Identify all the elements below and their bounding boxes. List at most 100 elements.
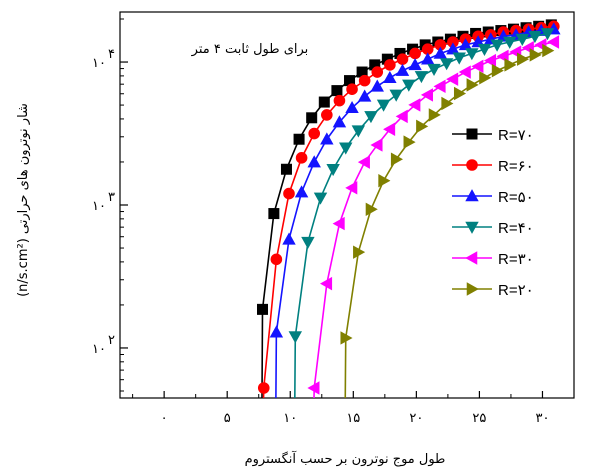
y-tick-label: ۱۰ [92, 199, 106, 214]
data-point [318, 96, 330, 108]
data-point [345, 181, 358, 195]
data-point [282, 232, 296, 245]
data-point [395, 109, 408, 124]
data-point [346, 83, 358, 95]
data-point [439, 58, 454, 71]
data-point [294, 185, 309, 198]
data-point [306, 112, 318, 124]
legend-marker [465, 251, 478, 265]
data-point [383, 70, 397, 84]
data-point [458, 65, 471, 79]
data-point [257, 303, 269, 315]
data-point [458, 38, 473, 51]
data-point [502, 36, 517, 49]
x-tick-label: ۳۰ [535, 411, 549, 426]
x-axis: ۰ ۵ ۱۰ ۱۵ ۲۰ ۲۵ ۳۰ [132, 391, 575, 426]
data-point [326, 163, 340, 177]
data-point [453, 86, 467, 101]
data-point [402, 79, 416, 92]
x-tick-label: ۱۵ [346, 411, 360, 426]
data-point [409, 47, 421, 60]
legend-label: R=۵۰ [498, 189, 534, 206]
data-point [547, 35, 560, 49]
y-tick-label: ۱۰ [92, 342, 106, 357]
data-point [428, 108, 441, 122]
data-point [353, 245, 366, 259]
data-point [433, 79, 446, 94]
data-point [364, 111, 378, 124]
data-point [471, 59, 484, 74]
legend: R=۷۰ R=۶۰ R=۵۰ R=۴۰ R=۳۰ R=۲۰ [452, 127, 534, 299]
y-tick-exponent: ۲ [108, 333, 115, 348]
legend-label: R=۴۰ [498, 220, 534, 237]
series-5 [307, 35, 560, 398]
data-point [528, 31, 542, 44]
data-point [446, 42, 460, 55]
data-point [517, 52, 530, 66]
data-point [313, 192, 328, 205]
data-point [333, 94, 346, 107]
data-point [307, 381, 320, 395]
data-point [390, 152, 404, 166]
data-point [269, 325, 284, 338]
legend-marker [466, 159, 478, 171]
data-point [414, 71, 429, 84]
data-point [441, 96, 454, 111]
x-tick-label: ۲۵ [472, 411, 486, 426]
data-point [403, 135, 416, 149]
data-point [307, 155, 321, 168]
data-point [483, 53, 497, 68]
x-tick-label: ۱۰ [283, 411, 297, 426]
data-point [396, 53, 409, 65]
data-point [465, 48, 479, 61]
data-point [477, 43, 492, 56]
series-1 [257, 19, 557, 398]
series-6 [340, 43, 555, 398]
x-tick-label: ۵ [224, 411, 231, 426]
legend-marker [465, 221, 479, 234]
legend-label: R=۷۰ [498, 127, 534, 144]
data-point [490, 39, 504, 52]
data-point [433, 46, 448, 59]
data-point [293, 133, 305, 145]
data-point [427, 63, 441, 77]
data-point [542, 43, 555, 58]
series-line [294, 32, 548, 398]
data-point [257, 382, 270, 394]
data-point [370, 79, 384, 92]
data-point [466, 78, 479, 92]
data-point [446, 72, 459, 86]
data-point [452, 52, 466, 65]
annotation: برای طول ثابت ۴ متر [191, 42, 309, 57]
data-point [340, 331, 353, 345]
data-point [270, 253, 283, 266]
data-point [320, 276, 333, 291]
data-point [504, 58, 517, 72]
x-tick-label: ۲۰ [409, 411, 423, 426]
data-point [416, 119, 429, 134]
y-axis-title: شار نوترون های حرارتی (n/s.cm²) [16, 103, 31, 297]
data-point [331, 85, 343, 97]
data-point [371, 66, 384, 78]
y-tick-exponent: ۳ [108, 190, 115, 205]
data-point [280, 163, 292, 175]
data-point [389, 89, 403, 102]
data-point [540, 28, 555, 41]
x-tick-label: ۰ [161, 411, 168, 426]
data-point [321, 109, 333, 121]
legend-marker [465, 189, 479, 202]
x-axis-title: طول موج نوترون بر حسب آنگستروم [245, 450, 446, 467]
y-tick-label: ۱۰ [92, 56, 106, 71]
data-point [332, 115, 347, 128]
data-point [283, 187, 295, 200]
data-point [420, 88, 433, 102]
data-point [301, 236, 315, 249]
data-point [268, 208, 280, 220]
data-point [320, 132, 334, 145]
data-point [357, 89, 372, 102]
data-point [383, 122, 396, 136]
data-point [515, 33, 530, 46]
data-point [370, 138, 383, 152]
data-point [529, 48, 542, 62]
